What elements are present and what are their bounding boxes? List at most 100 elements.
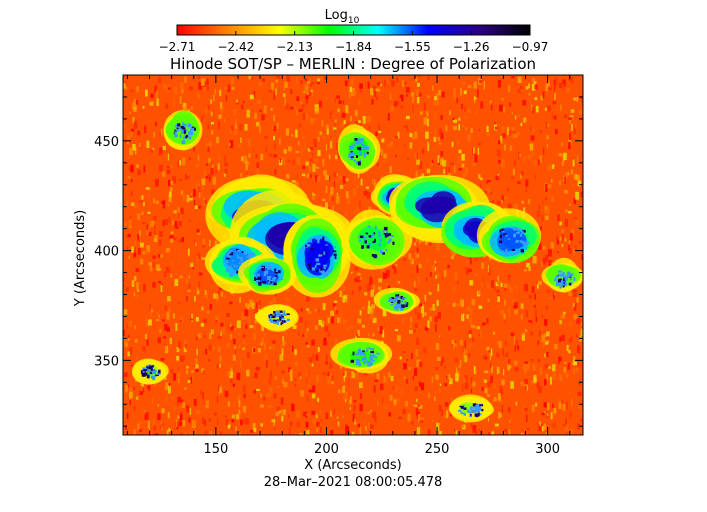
texture-speck xyxy=(351,371,356,379)
texture-speck xyxy=(242,340,246,345)
texture-speck xyxy=(246,322,248,328)
region-speck xyxy=(398,303,403,308)
texture-speck xyxy=(305,161,309,166)
texture-speck xyxy=(317,137,320,142)
texture-speck xyxy=(514,336,516,345)
texture-speck xyxy=(553,413,556,416)
texture-speck xyxy=(414,131,418,139)
texture-speck xyxy=(372,411,377,419)
texture-speck xyxy=(224,155,227,162)
texture-speck xyxy=(410,261,413,266)
texture-speck xyxy=(478,333,480,336)
region-speck xyxy=(365,153,368,155)
texture-speck xyxy=(245,161,250,165)
texture-speck xyxy=(318,308,320,313)
texture-speck xyxy=(294,361,298,367)
texture-speck xyxy=(271,419,276,423)
region-speck xyxy=(273,322,277,324)
region-speck xyxy=(267,265,272,269)
region-speck xyxy=(492,241,495,245)
texture-speck xyxy=(508,85,511,92)
texture-speck xyxy=(419,303,422,307)
texture-speck xyxy=(551,112,553,120)
texture-speck xyxy=(306,308,310,311)
region-speck xyxy=(559,285,562,289)
texture-speck xyxy=(410,323,412,328)
texture-speck xyxy=(133,240,136,247)
texture-speck xyxy=(345,190,349,199)
region-speck xyxy=(370,350,375,354)
texture-speck xyxy=(171,260,173,265)
texture-speck xyxy=(345,426,350,434)
texture-speck xyxy=(566,345,569,351)
texture-speck xyxy=(170,274,173,278)
texture-speck xyxy=(211,130,214,135)
region-speck xyxy=(311,267,316,271)
texture-speck xyxy=(325,96,328,100)
texture-speck xyxy=(562,314,565,319)
texture-speck xyxy=(364,284,366,288)
texture-speck xyxy=(487,180,491,183)
texture-speck xyxy=(422,312,424,318)
texture-speck xyxy=(368,125,371,129)
texture-speck xyxy=(284,97,286,106)
region-speck xyxy=(397,299,401,304)
region-speck xyxy=(391,297,394,299)
texture-speck xyxy=(571,97,574,100)
texture-speck xyxy=(388,412,392,417)
region-speck xyxy=(228,253,232,258)
region-speck xyxy=(256,278,258,281)
texture-speck xyxy=(496,280,501,285)
texture-speck xyxy=(509,102,512,107)
texture-speck xyxy=(309,78,311,84)
texture-speck xyxy=(253,390,257,394)
texture-speck xyxy=(155,200,159,204)
texture-speck xyxy=(181,420,186,427)
texture-speck xyxy=(170,368,174,374)
texture-speck xyxy=(560,104,562,111)
region-speck xyxy=(358,348,361,353)
texture-speck xyxy=(436,356,441,361)
texture-speck xyxy=(481,262,484,269)
texture-speck xyxy=(405,81,407,85)
texture-speck xyxy=(453,119,457,123)
texture-speck xyxy=(189,157,191,160)
texture-speck xyxy=(508,359,511,365)
texture-speck xyxy=(139,114,141,118)
texture-speck xyxy=(150,311,153,318)
texture-speck xyxy=(568,350,571,354)
texture-speck xyxy=(546,80,550,87)
region-speck xyxy=(366,245,370,249)
region-speck xyxy=(236,265,240,267)
texture-speck xyxy=(195,364,199,369)
texture-speck xyxy=(372,317,377,323)
texture-speck xyxy=(425,131,429,139)
texture-speck xyxy=(207,174,212,179)
texture-speck xyxy=(238,409,241,415)
region-speck xyxy=(500,234,503,239)
texture-speck xyxy=(272,125,274,130)
texture-speck xyxy=(133,405,136,411)
region-speck xyxy=(479,404,484,407)
texture-speck xyxy=(516,131,520,136)
texture-speck xyxy=(239,297,241,303)
texture-speck xyxy=(243,393,246,399)
region-speck xyxy=(395,294,400,297)
texture-speck xyxy=(328,194,333,201)
texture-speck xyxy=(486,318,489,324)
texture-speck xyxy=(131,246,134,253)
texture-speck xyxy=(345,212,348,216)
texture-speck xyxy=(542,201,544,204)
texture-speck xyxy=(248,75,252,80)
region-speck xyxy=(361,144,365,147)
texture-speck xyxy=(212,346,215,350)
texture-speck xyxy=(296,77,298,84)
polarization-region xyxy=(341,209,413,270)
y-axis-label: Y (Arcseconds) xyxy=(73,210,88,307)
texture-speck xyxy=(235,348,237,357)
texture-speck xyxy=(401,388,403,395)
texture-speck xyxy=(207,105,210,110)
texture-speck xyxy=(302,334,305,337)
texture-speck xyxy=(344,370,347,378)
region-speck xyxy=(399,307,404,311)
